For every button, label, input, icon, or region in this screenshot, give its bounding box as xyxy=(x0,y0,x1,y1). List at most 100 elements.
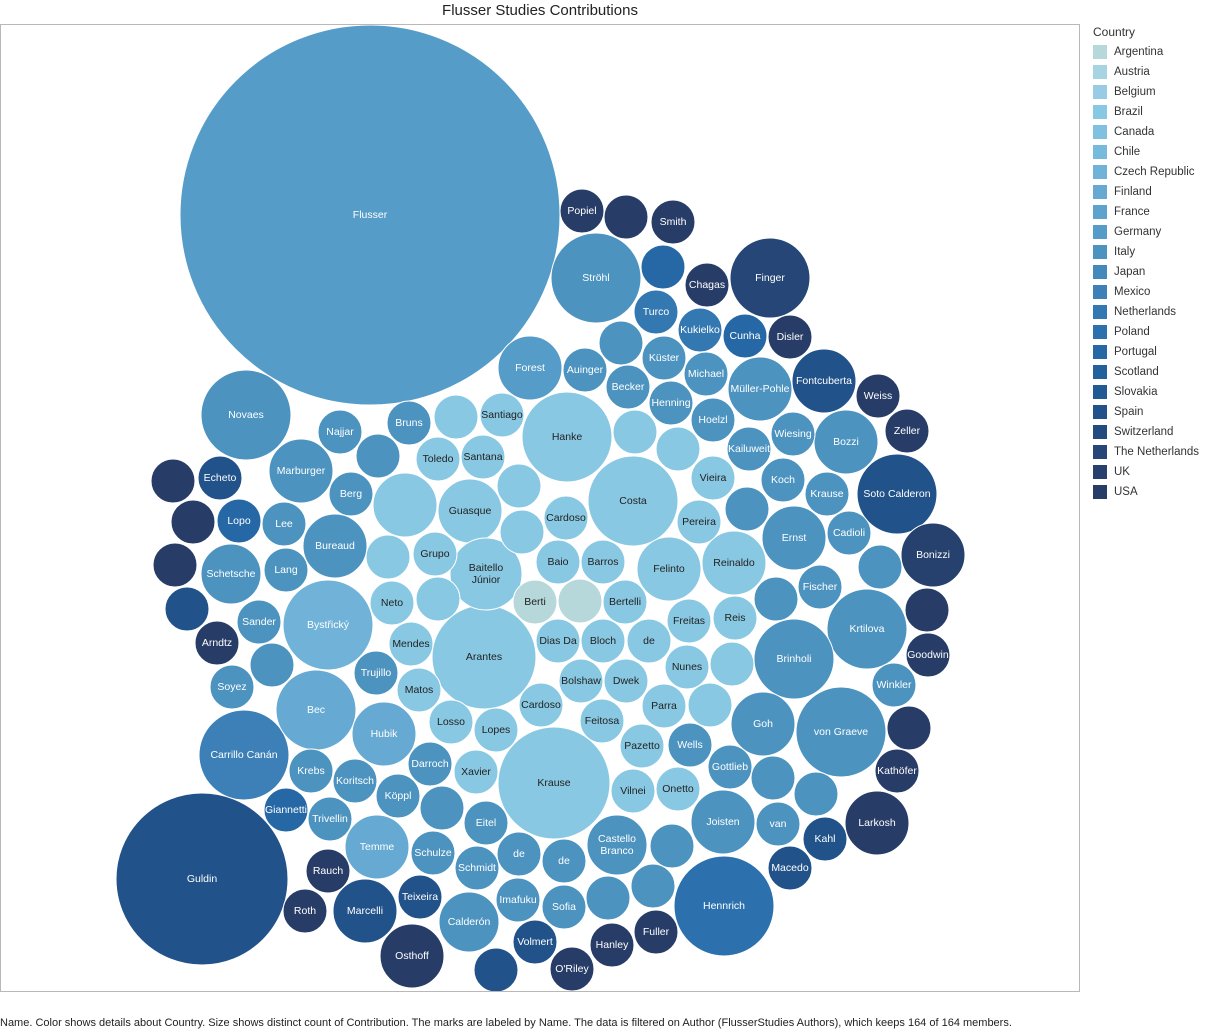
bubble-circle[interactable] xyxy=(633,909,679,955)
bubble-circle[interactable] xyxy=(619,723,665,769)
bubble[interactable]: Macedo xyxy=(767,845,813,891)
bubble[interactable]: Berti xyxy=(512,579,558,625)
bubble[interactable]: Sofia xyxy=(541,884,587,930)
bubble[interactable]: Freitas xyxy=(666,598,712,644)
bubble-circle[interactable] xyxy=(791,348,857,414)
bubble[interactable]: Hennrich xyxy=(673,855,775,957)
bubble[interactable]: Bolshaw xyxy=(558,658,604,704)
bubble-circle[interactable] xyxy=(666,598,712,644)
bubble[interactable]: Cadioli xyxy=(826,510,872,556)
bubble-circle[interactable] xyxy=(375,773,421,819)
bubble[interactable]: Temme xyxy=(344,814,410,880)
bubble[interactable]: Auinger xyxy=(562,347,608,393)
bubble[interactable]: Najjar xyxy=(317,409,363,455)
bubble-circle[interactable] xyxy=(543,495,589,541)
bubble-circle[interactable] xyxy=(200,543,262,605)
legend-item[interactable]: Switzerland xyxy=(1093,422,1228,442)
legend-item[interactable]: UK xyxy=(1093,462,1228,482)
legend-item[interactable]: Slovakia xyxy=(1093,382,1228,402)
bubble-circle[interactable] xyxy=(856,453,938,535)
bubble[interactable]: Carrillo Canán xyxy=(198,709,290,801)
bubble-circle[interactable] xyxy=(767,314,813,360)
bubble[interactable] xyxy=(598,320,644,366)
bubble-circle[interactable] xyxy=(826,510,872,556)
bubble[interactable]: Cardoso xyxy=(518,682,564,728)
bubble[interactable] xyxy=(630,863,676,909)
bubble[interactable]: Forest xyxy=(497,335,563,401)
bubble-circle[interactable] xyxy=(152,542,198,588)
bubble-circle[interactable] xyxy=(479,392,525,438)
bubble[interactable]: Barros xyxy=(580,539,626,585)
bubble[interactable]: Echeto xyxy=(197,455,243,501)
bubble[interactable]: Winkler xyxy=(871,662,917,708)
bubble[interactable]: Schulze xyxy=(410,830,456,876)
bubble[interactable]: Koch xyxy=(760,457,806,503)
bubble-circle[interactable] xyxy=(580,618,626,664)
bubble-circle[interactable] xyxy=(261,501,307,547)
bubble-circle[interactable] xyxy=(453,749,499,795)
bubble-circle[interactable] xyxy=(209,664,255,710)
bubble-circle[interactable] xyxy=(640,244,686,290)
bubble-circle[interactable] xyxy=(194,620,240,666)
bubble-circle[interactable] xyxy=(307,796,353,842)
bubble-circle[interactable] xyxy=(236,599,282,645)
bubble[interactable]: Turco xyxy=(633,289,679,335)
legend-item[interactable]: The Netherlands xyxy=(1093,442,1228,462)
bubble[interactable]: O'Riley xyxy=(549,946,595,991)
bubble[interactable]: Berg xyxy=(328,471,374,517)
bubble[interactable]: Becker xyxy=(605,364,651,410)
bubble-circle[interactable] xyxy=(904,587,950,633)
bubble[interactable] xyxy=(365,534,411,580)
legend-item[interactable]: Portugal xyxy=(1093,342,1228,362)
bubble[interactable]: Finger xyxy=(729,237,811,319)
bubble-circle[interactable] xyxy=(585,875,631,921)
bubble-circle[interactable] xyxy=(372,472,438,538)
bubble-circle[interactable] xyxy=(722,313,768,359)
bubble[interactable]: Henning xyxy=(648,380,694,426)
bubble-circle[interactable] xyxy=(648,380,694,426)
bubble[interactable]: Hanke xyxy=(521,391,613,483)
bubble[interactable]: Krause xyxy=(497,726,611,840)
bubble-circle[interactable] xyxy=(610,768,656,814)
bubble-circle[interactable] xyxy=(288,748,334,794)
bubble[interactable]: Marburger xyxy=(268,438,334,504)
bubble-circle[interactable] xyxy=(770,411,816,457)
bubble-circle[interactable] xyxy=(804,471,850,517)
bubble[interactable] xyxy=(904,587,950,633)
bubble-circle[interactable] xyxy=(626,618,672,664)
bubble-circle[interactable] xyxy=(729,237,811,319)
bubble-circle[interactable] xyxy=(115,792,289,966)
bubble-circle[interactable] xyxy=(905,632,951,678)
bubble-circle[interactable] xyxy=(900,522,966,588)
bubble[interactable] xyxy=(750,755,796,801)
bubble-circle[interactable] xyxy=(282,888,328,934)
legend-item[interactable]: Czech Republic xyxy=(1093,162,1228,182)
bubble-circle[interactable] xyxy=(415,436,461,482)
bubble[interactable]: Goodwin xyxy=(905,632,951,678)
bubble[interactable]: Felinto xyxy=(636,536,702,602)
bubble-circle[interactable] xyxy=(518,682,564,728)
bubble[interactable]: Brinholi xyxy=(753,618,835,700)
bubble[interactable]: Grupo xyxy=(412,531,458,577)
bubble-circle[interactable] xyxy=(558,658,604,704)
bubble[interactable] xyxy=(649,823,695,869)
bubble[interactable]: Mendes xyxy=(388,621,434,667)
legend-item[interactable]: Spain xyxy=(1093,402,1228,422)
bubble[interactable]: Reinaldo xyxy=(701,530,767,596)
bubble[interactable]: Marcelli xyxy=(332,878,398,944)
legend-item[interactable]: USA xyxy=(1093,482,1228,502)
bubble[interactable]: Losso xyxy=(428,699,474,745)
bubble-circle[interactable] xyxy=(664,644,710,690)
bubble[interactable] xyxy=(640,244,686,290)
bubble[interactable]: Bozzi xyxy=(813,409,879,475)
bubble-circle[interactable] xyxy=(512,919,558,965)
bubble-circle[interactable] xyxy=(415,576,461,622)
bubble-circle[interactable] xyxy=(438,891,500,953)
bubble-circle[interactable] xyxy=(797,564,843,610)
bubble[interactable]: Dwek xyxy=(603,658,649,704)
bubble[interactable]: Guldin xyxy=(115,792,289,966)
bubble[interactable]: Chagas xyxy=(684,262,730,308)
bubble-circle[interactable] xyxy=(580,539,626,585)
bubble-circle[interactable] xyxy=(344,814,410,880)
bubble-circle[interactable] xyxy=(633,289,679,335)
